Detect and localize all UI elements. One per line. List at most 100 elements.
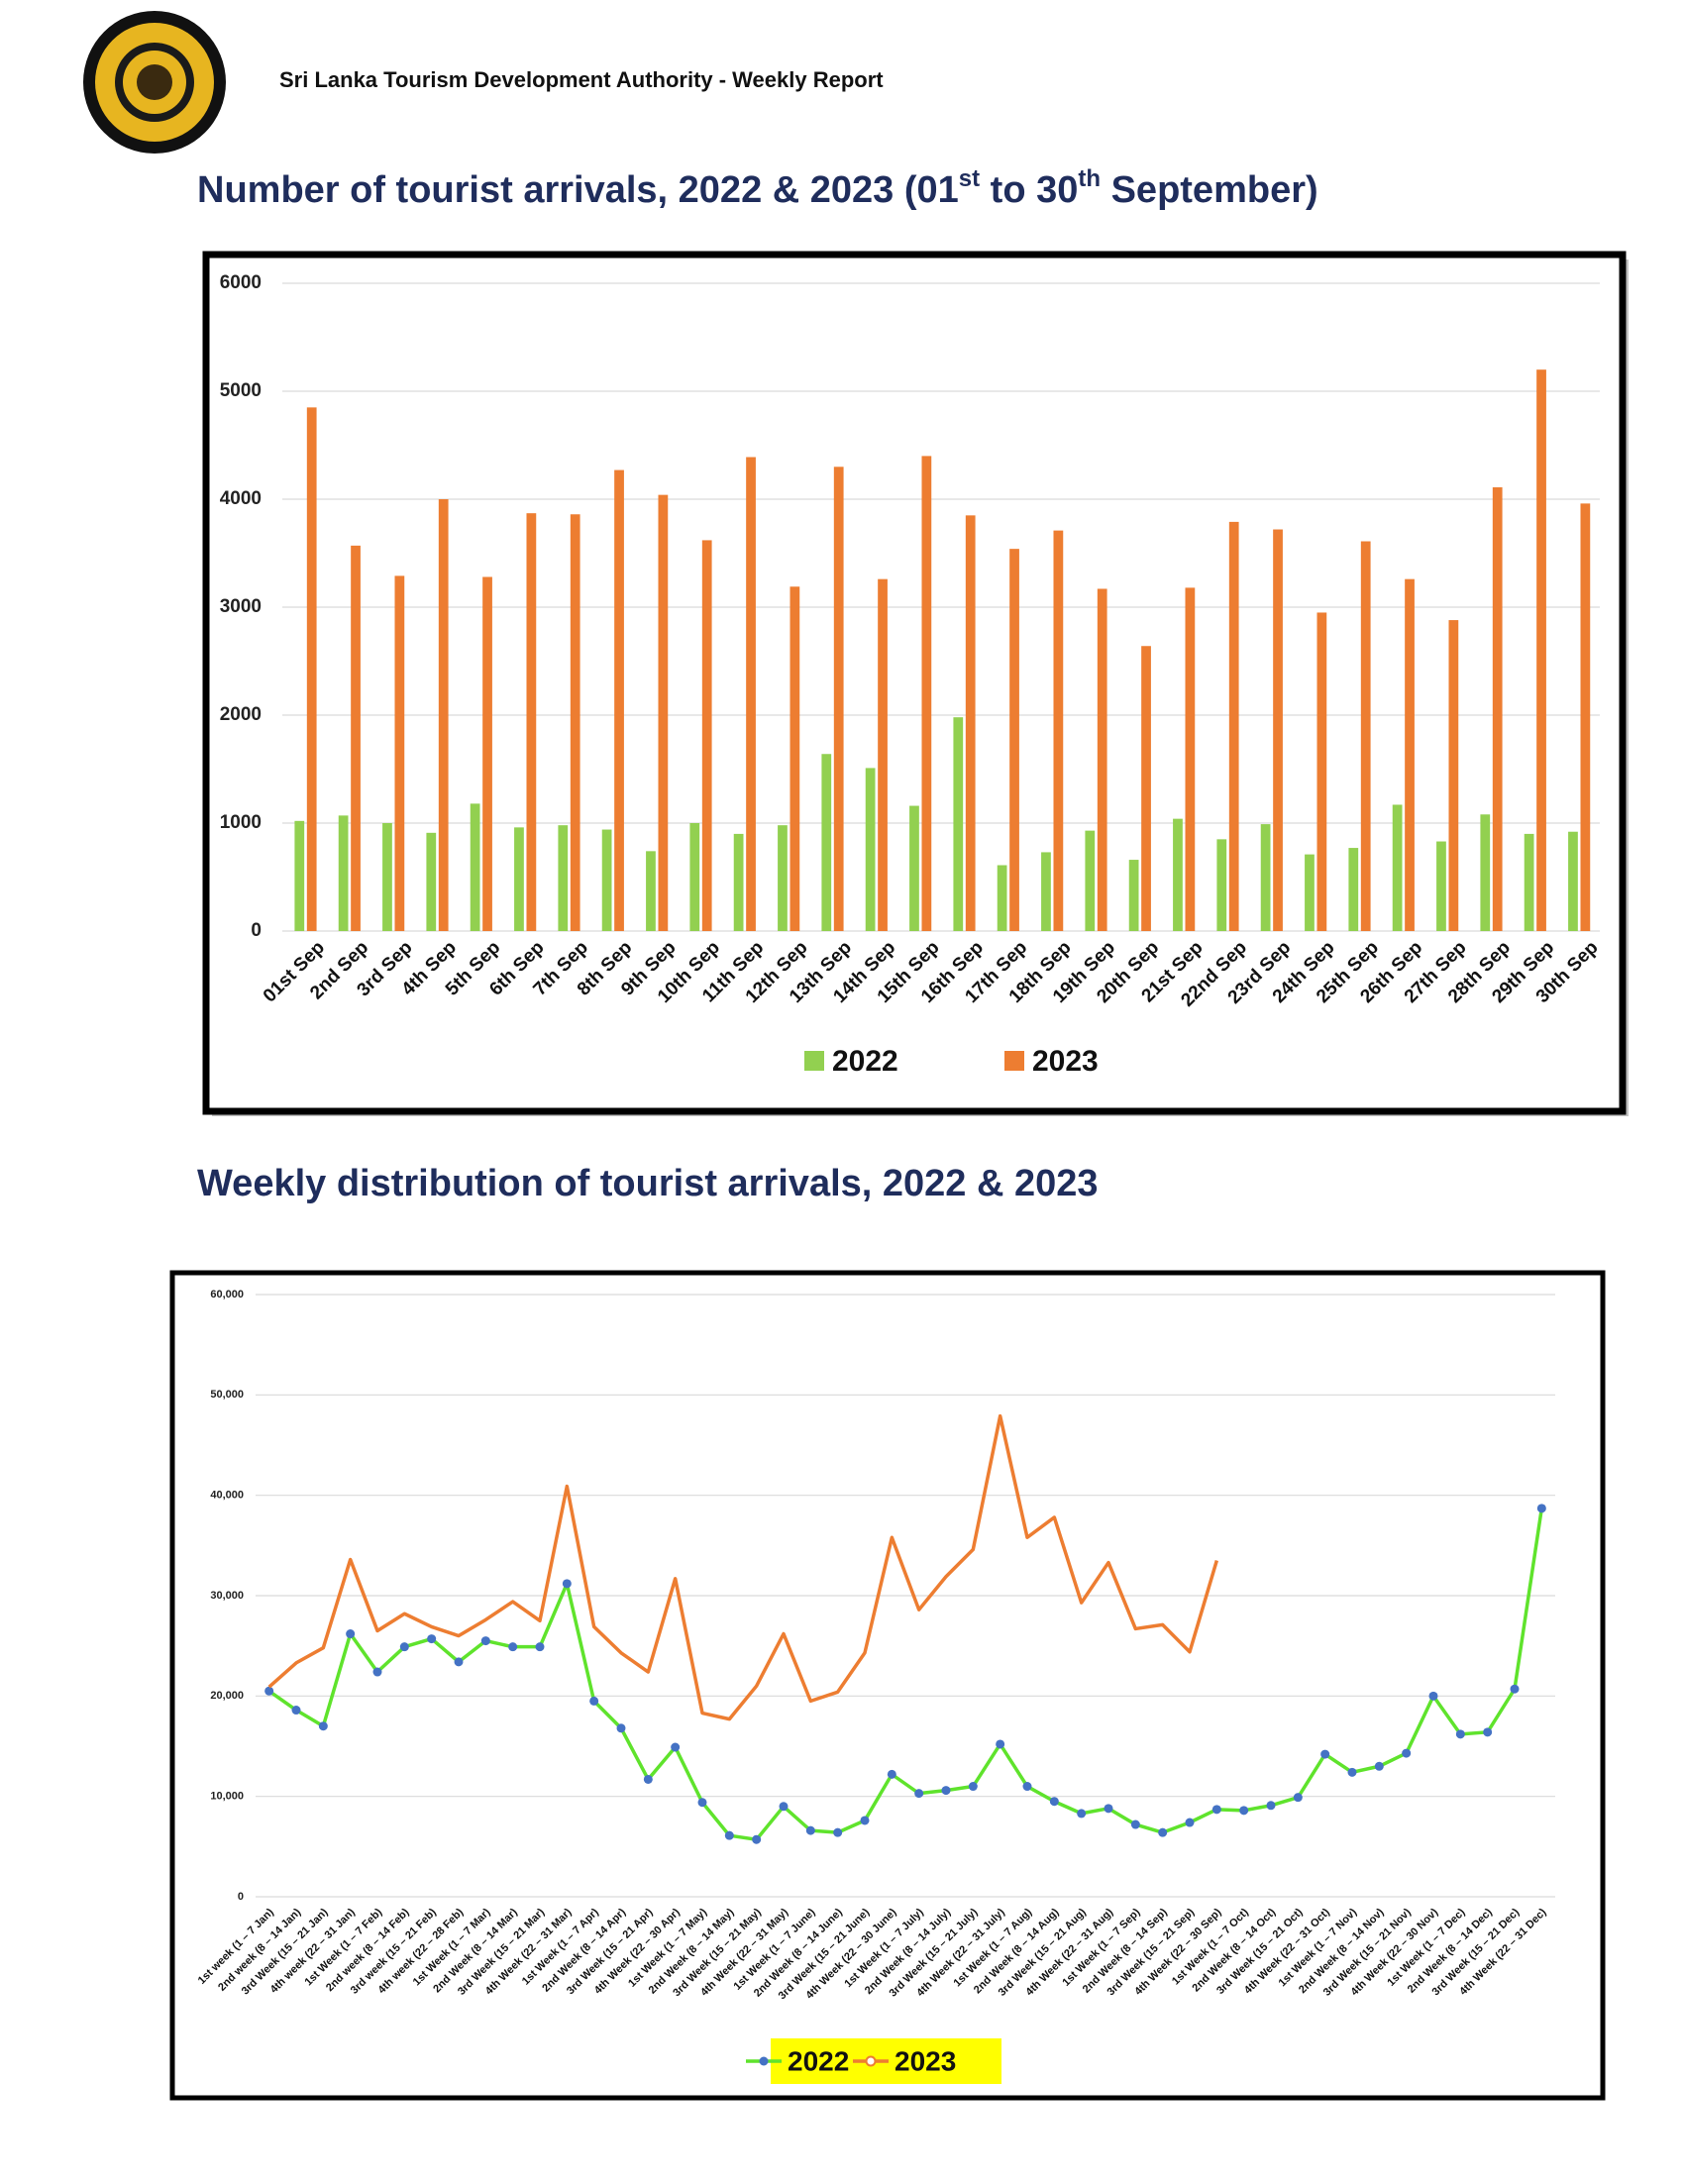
- point: [454, 1657, 464, 1667]
- y-tick-label: 6000: [220, 272, 262, 293]
- point: [1320, 1749, 1330, 1759]
- point: [643, 1774, 653, 1784]
- bar: [1568, 831, 1578, 931]
- bar: [1085, 830, 1096, 931]
- y-tick-label: 0: [251, 920, 262, 941]
- logo: [83, 11, 226, 154]
- chart-title: Number of tourist arrivals, 2022 & 2023 …: [197, 165, 1318, 211]
- y-tick-label: 60,000: [210, 1289, 244, 1300]
- bar: [878, 578, 888, 931]
- bar: [1492, 487, 1503, 931]
- bar: [1228, 521, 1239, 931]
- point: [1022, 1782, 1032, 1792]
- bar: [733, 833, 744, 931]
- bar: [909, 805, 919, 931]
- bar: [614, 469, 624, 931]
- y-tick-label: 5000: [220, 380, 262, 401]
- bar: [1536, 369, 1546, 931]
- bar: [1448, 620, 1459, 931]
- point: [968, 1782, 978, 1792]
- point: [779, 1802, 789, 1812]
- bar: [482, 576, 492, 931]
- bar: [833, 467, 844, 931]
- bar: [821, 754, 832, 931]
- bar: [778, 825, 788, 931]
- bar: [438, 499, 449, 931]
- title-superscript: th: [1078, 165, 1101, 192]
- point: [318, 1721, 328, 1731]
- point: [724, 1830, 734, 1840]
- point: [1266, 1801, 1276, 1811]
- legend-label: 2022: [788, 2045, 849, 2076]
- point: [1239, 1806, 1249, 1816]
- point: [1402, 1748, 1412, 1758]
- point: [1510, 1684, 1520, 1694]
- point: [427, 1634, 437, 1644]
- point: [1347, 1767, 1357, 1777]
- bar: [514, 827, 524, 931]
- bar: [426, 832, 437, 931]
- bar: [570, 514, 580, 931]
- line: [267, 1413, 1219, 1721]
- bar: [1405, 578, 1415, 931]
- title-text: Number of tourist arrivals, 2022 & 2023 …: [197, 169, 959, 211]
- point: [291, 1706, 301, 1716]
- chart-title: Weekly distribution of tourist arrivals,…: [197, 1163, 1099, 1204]
- point: [1293, 1793, 1303, 1803]
- point: [372, 1667, 382, 1677]
- bar: [470, 803, 480, 931]
- bar: [1128, 860, 1139, 931]
- legend-label: 2022: [832, 1045, 898, 1078]
- point: [346, 1629, 356, 1639]
- point: [1104, 1804, 1113, 1814]
- bar: [953, 717, 964, 931]
- point: [805, 1825, 815, 1835]
- y-tick-label: 20,000: [210, 1690, 244, 1702]
- y-tick-label: 4000: [220, 488, 262, 509]
- title-text: to 30: [980, 169, 1078, 211]
- header-text: Sri Lanka Tourism Development Authority …: [279, 67, 884, 92]
- y-tick-label: 40,000: [210, 1490, 244, 1502]
- point: [508, 1642, 518, 1652]
- point: [535, 1642, 545, 1652]
- point: [697, 1798, 707, 1808]
- y-tick-label: 50,000: [210, 1389, 244, 1401]
- point: [752, 1834, 762, 1844]
- bar: [1009, 549, 1019, 931]
- bar: [1216, 839, 1227, 931]
- point: [1374, 1761, 1384, 1771]
- bar: [921, 456, 932, 931]
- bar: [701, 540, 712, 931]
- bar: [1097, 588, 1107, 931]
- bar: [1316, 612, 1327, 931]
- bar: [1185, 587, 1196, 931]
- point: [1049, 1797, 1059, 1807]
- point: [616, 1723, 626, 1733]
- bar: [1348, 848, 1359, 931]
- legend-marker: [865, 2055, 877, 2067]
- point: [1536, 1504, 1546, 1513]
- bar: [338, 815, 349, 931]
- point: [1455, 1729, 1465, 1739]
- point: [589, 1696, 599, 1706]
- y-tick-label: 30,000: [210, 1590, 244, 1602]
- title-text: September): [1101, 169, 1318, 211]
- point: [887, 1769, 896, 1779]
- point: [914, 1789, 924, 1799]
- bar: [306, 407, 317, 932]
- bar: [1260, 824, 1271, 931]
- point: [264, 1686, 274, 1696]
- point: [860, 1816, 870, 1825]
- legend-marker: [759, 2056, 769, 2066]
- bar: [1305, 854, 1315, 931]
- bar: [382, 823, 392, 931]
- point: [480, 1636, 490, 1646]
- legend-swatch: [1004, 1051, 1024, 1071]
- bar: [1524, 833, 1534, 931]
- point: [1211, 1805, 1221, 1815]
- bar: [646, 851, 656, 931]
- bar: [601, 829, 612, 931]
- bar: [351, 545, 361, 931]
- bar: [965, 515, 976, 931]
